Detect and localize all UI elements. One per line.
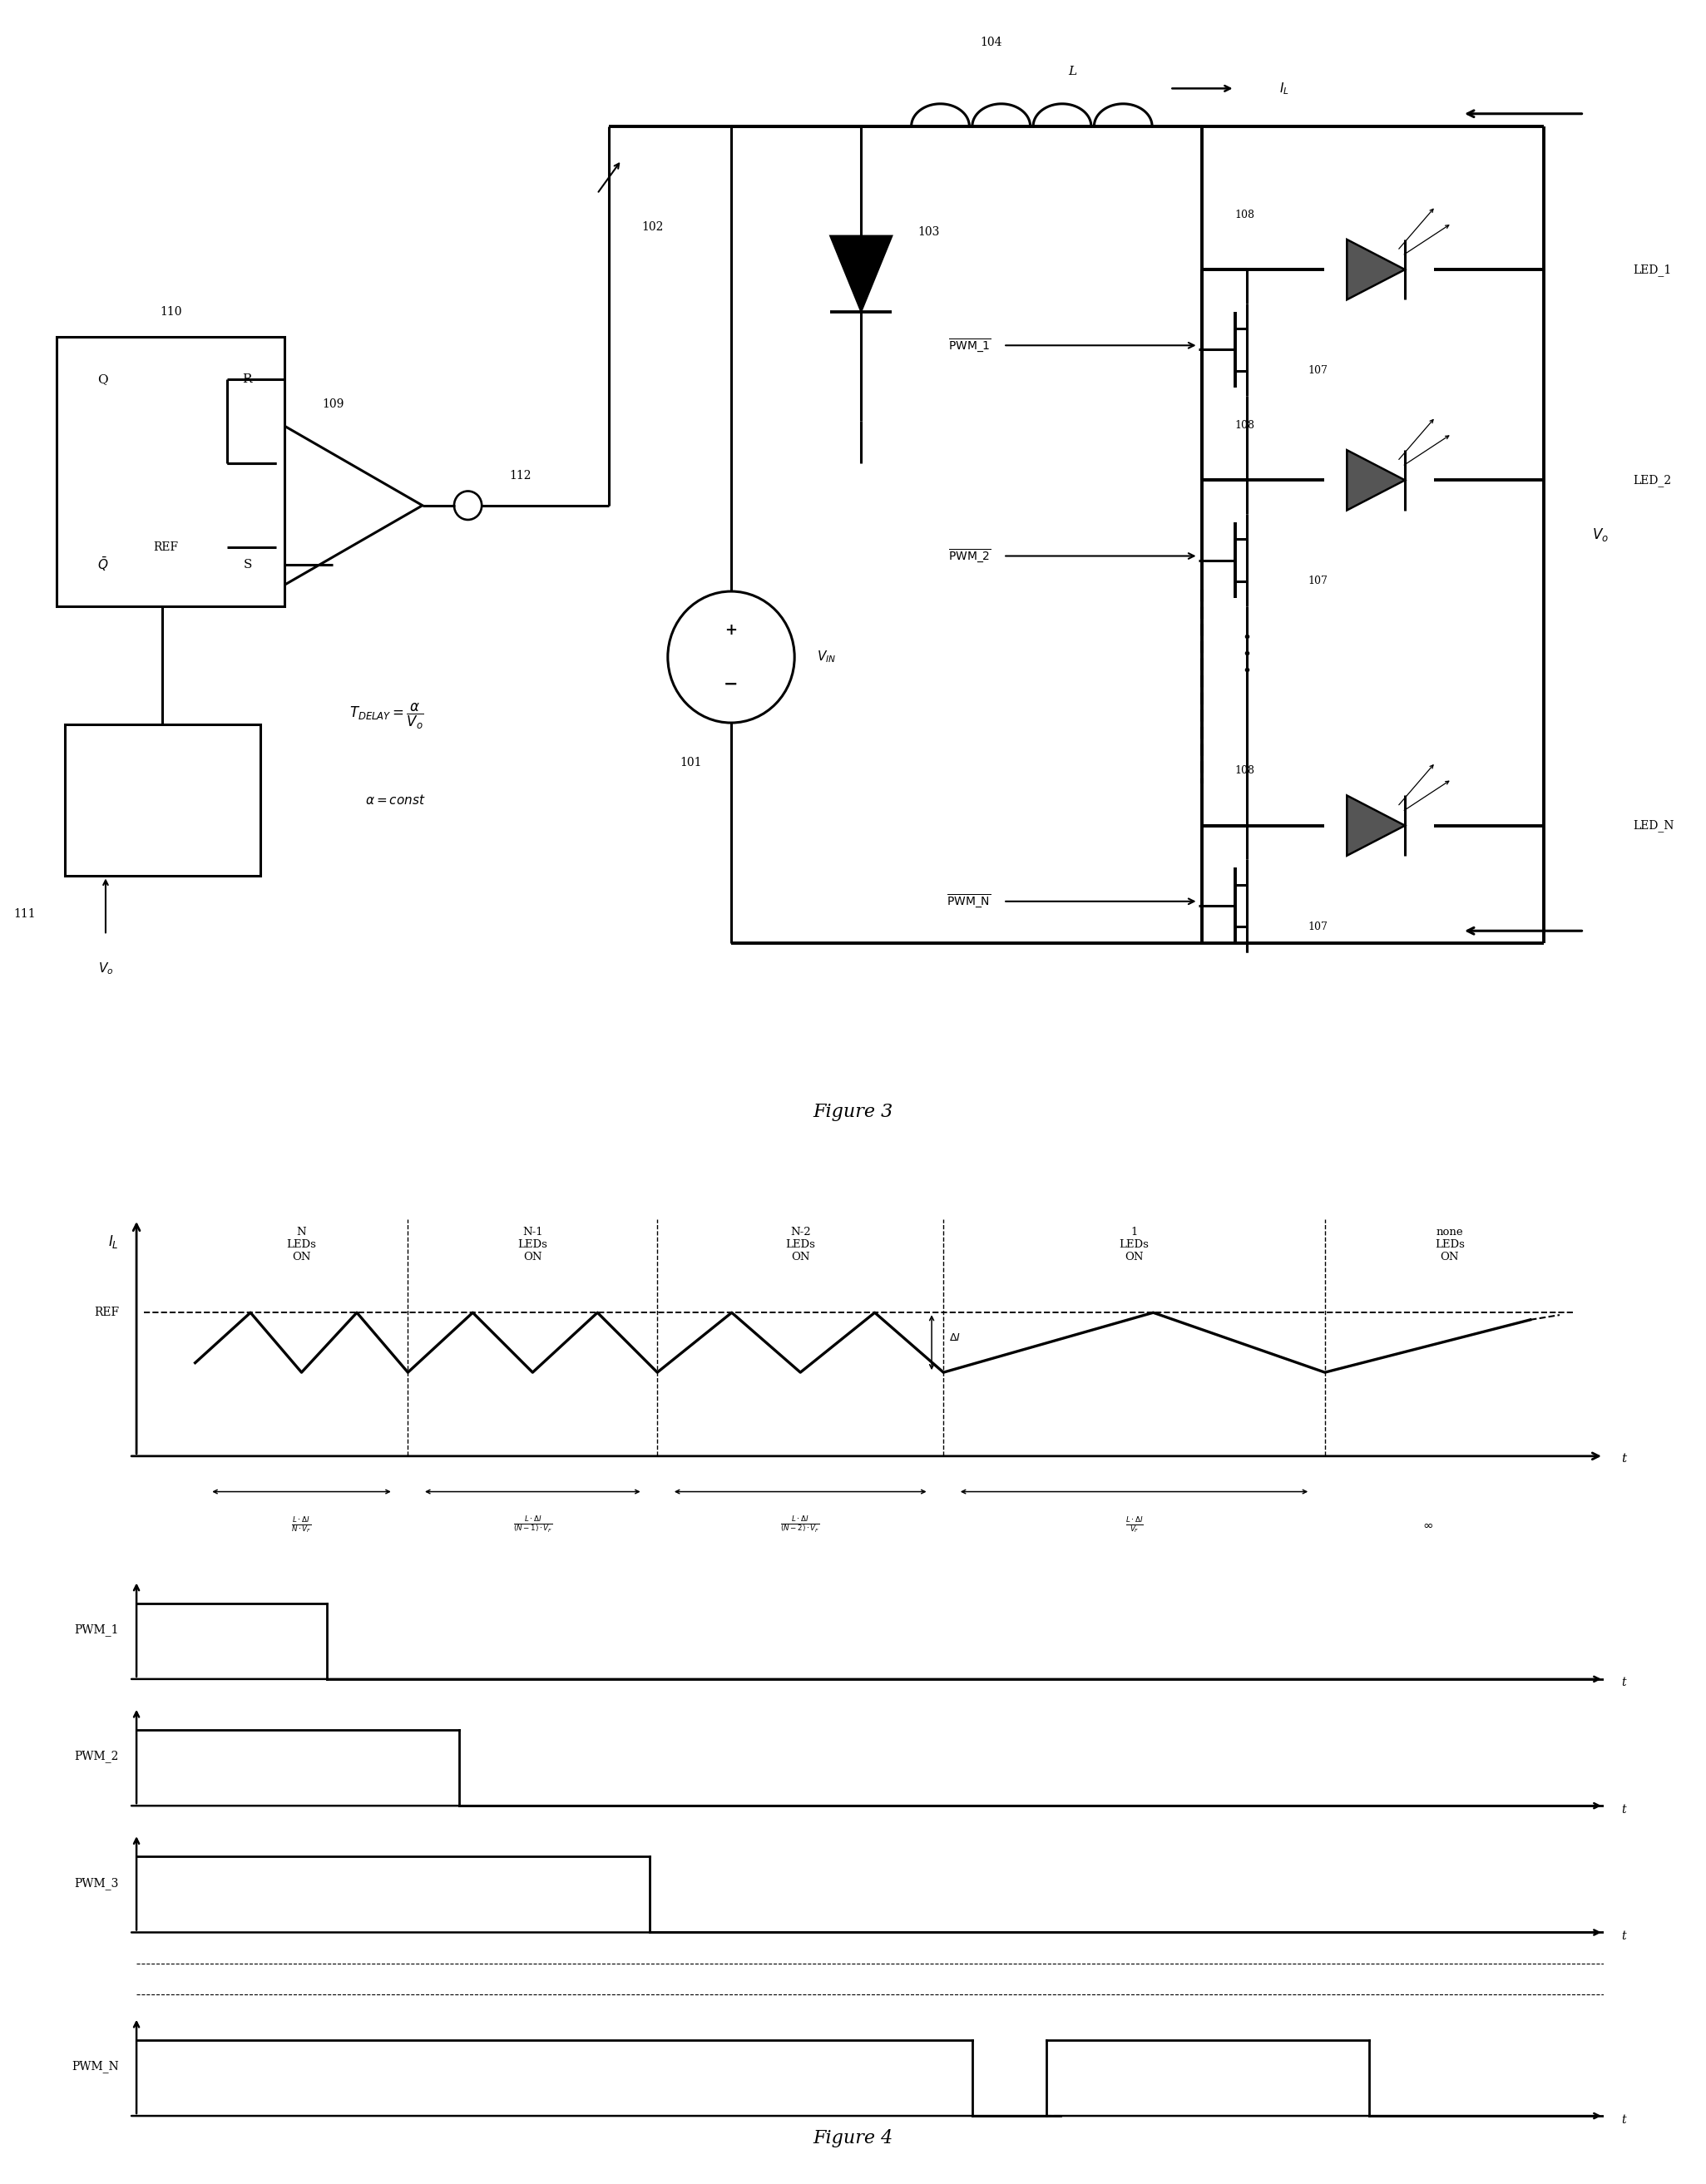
Polygon shape (1348, 795, 1406, 856)
Text: 109: 109 (322, 397, 345, 411)
Text: 110: 110 (160, 306, 181, 317)
Text: 107: 107 (1309, 922, 1327, 933)
Text: $\frac{L \cdot \Delta I}{(N-2) \cdot V_F}$: $\frac{L \cdot \Delta I}{(N-2) \cdot V_F… (781, 1516, 821, 1535)
Bar (65, 725, 259, 876)
Text: $V_o$: $V_o$ (1592, 526, 1609, 544)
Text: $V_o$: $V_o$ (97, 961, 113, 976)
Text: 1
LEDs
ON: 1 LEDs ON (1119, 1227, 1150, 1262)
Text: $\alpha = const$: $\alpha = const$ (365, 793, 426, 806)
Text: t: t (1621, 2114, 1626, 2125)
Text: $\Delta I$: $\Delta I$ (949, 1332, 960, 1343)
Polygon shape (1348, 450, 1406, 511)
Text: N-2
LEDs
ON: N-2 LEDs ON (785, 1227, 815, 1262)
Text: Figure 4: Figure 4 (814, 2129, 892, 2147)
Text: t: t (1621, 1931, 1626, 1942)
Text: 111: 111 (14, 909, 36, 919)
Text: L: L (1068, 66, 1076, 76)
Text: Figure 3: Figure 3 (814, 1103, 892, 1120)
Text: 107: 107 (1309, 577, 1327, 587)
Text: LED_2: LED_2 (1633, 474, 1672, 487)
Text: −: − (723, 675, 739, 692)
Text: t: t (1621, 1677, 1626, 1688)
Polygon shape (831, 236, 892, 312)
Text: N
LEDs
ON: N LEDs ON (287, 1227, 316, 1262)
Text: 108: 108 (1235, 419, 1256, 430)
Text: Q: Q (97, 373, 107, 384)
Text: S: S (244, 559, 252, 570)
Text: PWM_2: PWM_2 (75, 1749, 119, 1762)
Text: REF: REF (94, 1306, 119, 1319)
Bar (56, 336, 285, 607)
Text: 107: 107 (1309, 365, 1327, 376)
Text: $\overline{\mathrm{PWM\_2}}$: $\overline{\mathrm{PWM\_2}}$ (949, 548, 991, 563)
Text: 104: 104 (979, 37, 1001, 48)
Text: 108: 108 (1235, 210, 1256, 221)
Text: PWM_N: PWM_N (72, 2060, 119, 2073)
Text: t: t (1621, 1804, 1626, 1815)
Text: $\bar{Q}$: $\bar{Q}$ (97, 555, 109, 572)
Text: LED_N: LED_N (1633, 819, 1674, 832)
Text: N-1
LEDs
ON: N-1 LEDs ON (517, 1227, 548, 1262)
Text: $V_{IN}$: $V_{IN}$ (817, 649, 836, 664)
Text: $\frac{L \cdot \Delta I}{V_F}$: $\frac{L \cdot \Delta I}{V_F}$ (1126, 1516, 1143, 1535)
Text: 102: 102 (641, 221, 664, 234)
Text: 108: 108 (1235, 764, 1256, 775)
Text: 103: 103 (918, 225, 940, 238)
Text: $I_L$: $I_L$ (1280, 81, 1290, 96)
Text: none
LEDs
ON: none LEDs ON (1435, 1227, 1464, 1262)
Text: PWM_3: PWM_3 (75, 1876, 119, 1889)
Text: $T_{DELAY} = \dfrac{\alpha}{V_o}$: $T_{DELAY} = \dfrac{\alpha}{V_o}$ (350, 701, 425, 732)
Polygon shape (1348, 240, 1406, 299)
Text: $\frac{L \cdot \Delta I}{N \cdot V_F}$: $\frac{L \cdot \Delta I}{N \cdot V_F}$ (292, 1516, 312, 1535)
Text: $\frac{L \cdot \Delta I}{(N-1) \cdot V_F}$: $\frac{L \cdot \Delta I}{(N-1) \cdot V_F… (514, 1516, 553, 1535)
Text: t: t (1621, 1452, 1626, 1463)
Text: +: + (725, 622, 737, 638)
Text: $\infty$: $\infty$ (1423, 1520, 1433, 1531)
Text: PWM_1: PWM_1 (75, 1623, 119, 1636)
Text: 101: 101 (679, 756, 701, 769)
Text: $I_L$: $I_L$ (107, 1234, 119, 1249)
Text: R: R (242, 373, 252, 384)
Text: $\overline{\mathrm{PWM\_1}}$: $\overline{\mathrm{PWM\_1}}$ (949, 336, 991, 354)
Text: REF: REF (154, 542, 179, 553)
Text: LED_1: LED_1 (1633, 264, 1672, 275)
Text: $\overline{\mathrm{PWM\_N}}$: $\overline{\mathrm{PWM\_N}}$ (947, 893, 991, 911)
Text: 112: 112 (508, 470, 531, 483)
